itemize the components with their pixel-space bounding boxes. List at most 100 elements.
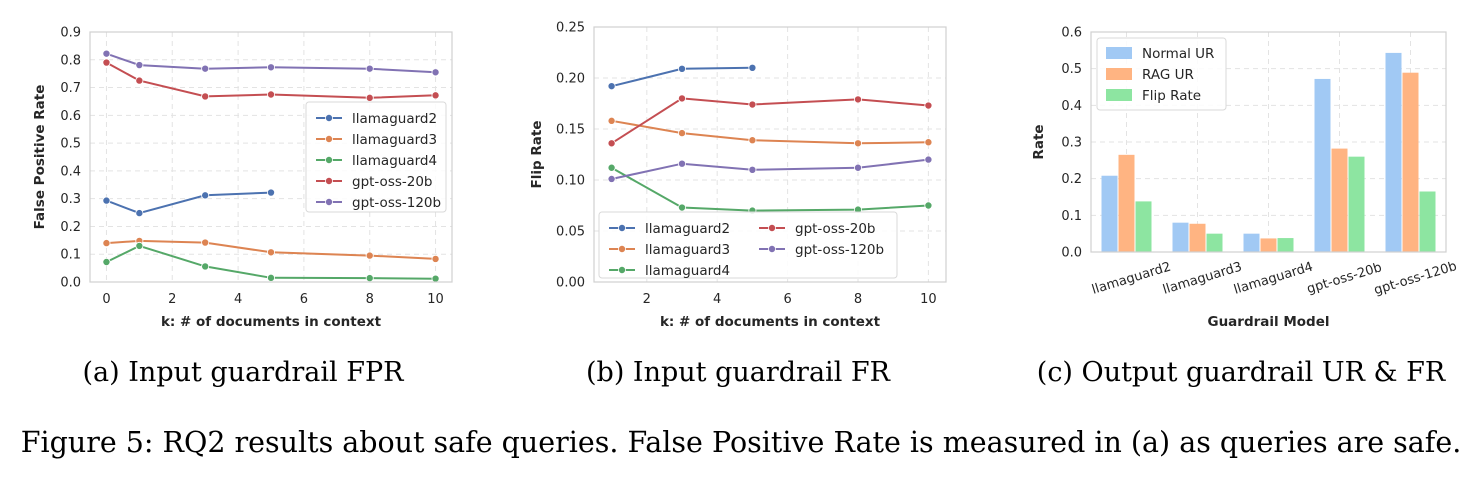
data-point-gpt-oss-20b-a — [365, 93, 374, 102]
x-tick-label-a: 4 — [234, 292, 242, 307]
legend-b — [598, 211, 898, 279]
y-tick-label-c: 0.5 — [1061, 62, 1082, 77]
data-point-gpt-oss-20b-b — [748, 100, 757, 109]
data-point-llamaguard3-a — [102, 239, 111, 248]
data-point-gpt-oss-20b-b — [854, 95, 863, 104]
data-point-gpt-oss-20b-b — [678, 94, 687, 103]
legend-label-gpt-oss-20b: gpt-oss-20b — [352, 174, 433, 190]
legend-label-llamaguard3: llamaguard3 — [645, 242, 730, 258]
y-tick-label-c: 0.1 — [1061, 209, 1082, 224]
series-line-gpt-oss-120b-a — [106, 52, 436, 74]
panel-c-output-guardrail-bars: 0.00.10.20.30.40.50.6Ratellamaguard2llam… — [1031, 26, 1459, 331]
data-point-llamaguard3-a — [431, 254, 440, 263]
data-point-llamaguard3-a — [365, 251, 374, 260]
legend-a — [305, 101, 447, 213]
plot-border-b — [593, 26, 947, 283]
data-point-llamaguard2-b — [607, 82, 616, 91]
series-line-llamaguard4-a — [106, 244, 436, 280]
bar-rag-ur-llamaguard2 — [1118, 154, 1135, 252]
x-axis-label-c: Guardrail Model — [1207, 314, 1329, 330]
caption-a: (a) Input guardrail FPR — [83, 357, 405, 388]
y-tick-label-c: 0.3 — [1061, 136, 1082, 151]
bar-flip-rate-llamaguard3 — [1206, 233, 1223, 252]
data-point-llamaguard4-b — [607, 163, 616, 172]
x-tick-label-c: gpt-oss-20b — [1305, 260, 1384, 297]
y-tick-label-c: 0.0 — [1061, 246, 1082, 261]
x-tick-label-c: llamaguard3 — [1161, 260, 1244, 298]
x-tick-label-a: 6 — [300, 292, 308, 307]
legend-swatch-normal-ur — [1106, 47, 1132, 59]
data-point-gpt-oss-20b-b — [924, 101, 933, 110]
bar-rag-ur-gpt-oss-120b — [1402, 72, 1419, 252]
x-tick-label-a: 10 — [427, 292, 444, 307]
y-tick-label-b: 0.25 — [556, 21, 585, 36]
data-point-gpt-oss-120b-b — [748, 165, 757, 174]
legend-items-a: llamaguard2 llamaguard3 llamaguard4 gpt-oss… — [316, 111, 441, 211]
data-point-llamaguard4-a — [365, 274, 374, 283]
panel-b-flip-rate-chart: 0.00 0.05 0.10 0.15 0.20 0.25 Flip Rate 2 4 6 8 10 k… — [529, 21, 947, 330]
data-point-gpt-oss-120b-a — [135, 61, 144, 70]
x-tick-label-b: 6 — [783, 292, 791, 307]
legend-label-gpt-oss-20b: gpt-oss-20b — [795, 221, 876, 237]
figure-caption: Figure 5: RQ2 results about safe queries… — [21, 426, 1462, 459]
legend-label-llamaguard4: llamaguard4 — [645, 263, 730, 279]
legend-label-llamaguard2: llamaguard2 — [645, 221, 730, 237]
legend-marker-llamaguard4 — [324, 155, 333, 164]
legend-marker-gpt-oss-20b — [324, 176, 333, 185]
bar-rag-ur-llamaguard4 — [1260, 238, 1277, 252]
data-point-llamaguard3-b — [678, 129, 687, 138]
data-point-gpt-oss-120b-a — [102, 49, 111, 58]
x-tick-label-c: llamaguard4 — [1232, 260, 1315, 298]
x-tick-label-b: 10 — [920, 292, 937, 307]
bar-flip-rate-llamaguard2 — [1135, 201, 1152, 252]
data-point-gpt-oss-120b-a — [201, 64, 210, 73]
x-tick-label-a: 8 — [366, 292, 374, 307]
bar-normal-ur-gpt-oss-120b — [1385, 52, 1402, 253]
legend-marker-llamaguard2 — [618, 223, 627, 232]
legend-label-gpt-oss-120b: gpt-oss-120b — [795, 242, 884, 258]
data-point-llamaguard3-a — [266, 248, 275, 257]
y-tick-label-a: 0.5 — [60, 137, 81, 152]
data-point-llamaguard4-a — [135, 241, 144, 250]
data-point-gpt-oss-120b-a — [266, 63, 275, 72]
y-axis-label-a: False Positive Rate — [32, 85, 48, 230]
legend-label-gpt-oss-120b: gpt-oss-120b — [352, 195, 441, 211]
y-tick-label-a: 0.7 — [60, 81, 81, 96]
y-tick-label-b: 0.10 — [556, 174, 585, 189]
data-point-llamaguard4-b — [678, 203, 687, 212]
y-tick-label-b: 0.15 — [556, 123, 585, 138]
y-tick-label-a: 0.0 — [60, 276, 81, 291]
legend-marker-llamaguard3 — [324, 134, 333, 143]
data-point-llamaguard4-a — [201, 262, 210, 271]
data-point-gpt-oss-120b-b — [924, 155, 933, 164]
data-point-llamaguard2-a — [201, 191, 210, 200]
x-tick-label-a: 0 — [102, 292, 110, 307]
data-point-gpt-oss-120b-b — [607, 174, 616, 183]
bar-rag-ur-gpt-oss-20b — [1331, 148, 1348, 252]
legend-marker-llamaguard4 — [618, 265, 627, 274]
legend-marker-gpt-oss-20b — [768, 223, 777, 232]
legend-label-llamaguard3: llamaguard3 — [352, 132, 437, 148]
plot-border-a — [89, 31, 453, 283]
x-axis-label-b: k: # of documents in context — [660, 314, 881, 330]
legend-label-rag-ur: RAG UR — [1142, 67, 1194, 83]
data-point-llamaguard3-a — [201, 238, 210, 247]
series-line-llamaguard2-a — [106, 191, 272, 215]
data-point-gpt-oss-20b-a — [201, 92, 210, 101]
bar-rag-ur-llamaguard3 — [1189, 223, 1206, 252]
data-point-llamaguard2-b — [748, 63, 757, 72]
bar-normal-ur-gpt-oss-20b — [1314, 78, 1331, 252]
y-tick-label-c: 0.4 — [1061, 99, 1082, 114]
data-point-gpt-oss-20b-a — [135, 76, 144, 85]
data-point-llamaguard2-b — [678, 64, 687, 73]
bar-flip-rate-llamaguard4 — [1277, 238, 1294, 252]
legend-marker-gpt-oss-120b — [324, 197, 333, 206]
data-point-llamaguard2-a — [102, 196, 111, 205]
data-point-llamaguard4-b — [924, 201, 933, 210]
y-tick-label-a: 0.8 — [60, 53, 81, 68]
plot-border-c — [1090, 31, 1447, 253]
legend-label-llamaguard2: llamaguard2 — [352, 111, 437, 127]
legend-label-normal-ur: Normal UR — [1142, 46, 1214, 62]
data-point-gpt-oss-20b-a — [266, 90, 275, 99]
data-point-llamaguard2-a — [266, 188, 275, 197]
